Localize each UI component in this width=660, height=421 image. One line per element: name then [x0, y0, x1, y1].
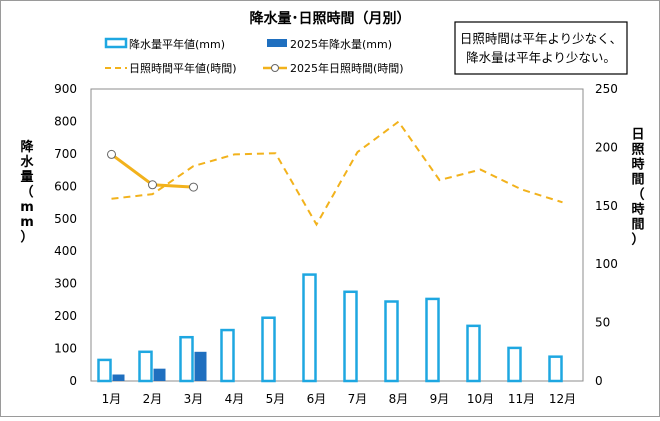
y-tick-label-left: 900 — [54, 82, 77, 96]
y-tick-label-left: 200 — [54, 309, 77, 323]
bar-precip-normal — [466, 324, 481, 383]
plot-border — [90, 88, 584, 382]
y-tick-label-left: 800 — [54, 114, 77, 128]
bar-precip-normal — [302, 273, 317, 383]
x-tick-label: 2月 — [143, 392, 163, 406]
marker-sun-2025 — [148, 180, 157, 190]
y-tick-label-right: 100 — [595, 257, 618, 271]
y-tick-label-right: 200 — [595, 140, 618, 154]
y-tick-label-right: 150 — [595, 199, 618, 213]
y-tick-label-left: 600 — [54, 179, 77, 193]
y-tick-label-left: 300 — [54, 277, 77, 291]
bar-precip-2025 — [153, 368, 166, 381]
legend-label-precip-2025: 2025年降水量(mm) — [290, 37, 392, 51]
bar-precip-normal — [97, 358, 112, 383]
legend-label-sun-normal: 日照時間平年値(時間) — [129, 61, 237, 75]
y-tick-label-left: 100 — [54, 342, 77, 356]
line-sun-normal — [111, 120, 563, 227]
x-tick-label: 7月 — [348, 392, 368, 406]
marker-sun-2025 — [189, 182, 198, 192]
legend-swatch-precip-normal — [104, 37, 128, 49]
x-tick-label: 6月 — [307, 392, 327, 406]
x-tick-label: 8月 — [389, 392, 409, 406]
plot-area: 0 100 200 300 400 500 600 700 800 900 0 50 100 150 200… — [54, 82, 618, 406]
bar-precip-normal — [425, 297, 440, 383]
x-tick-label: 3月 — [184, 392, 204, 406]
y-axis-title-right: 日照時間（時間） — [631, 128, 644, 248]
y-tick-label-right: 0 — [595, 374, 603, 388]
annotation-line-2: 降水量は平年より少ない。 — [466, 50, 616, 65]
bar-precip-normal — [220, 328, 235, 383]
bar-precip-2025 — [194, 351, 207, 381]
legend-marker-sun-2025 — [271, 64, 279, 72]
y-tick-label-right: 250 — [595, 82, 618, 96]
x-tick-label: 12月 — [549, 392, 576, 406]
annotation-line-1: 日照時間は平年より少なく、 — [460, 31, 622, 46]
legend: 降水量平年値(mm) 2025年降水量(mm) 日照時間平年値(時間) 2025… — [104, 37, 404, 75]
y-axis-title-left: 降水量（ m m） — [20, 139, 34, 245]
y-tick-label-left: 700 — [54, 147, 77, 161]
bar-precip-2025 — [112, 374, 125, 381]
bar-precip-normal — [548, 355, 563, 383]
x-tick-label: 10月 — [467, 392, 494, 406]
y-tick-label-left: 0 — [69, 374, 77, 388]
x-tick-label: 11月 — [508, 392, 535, 406]
bar-precip-normal — [343, 290, 358, 383]
bar-precip-normal — [261, 316, 276, 383]
legend-swatch-precip-2025 — [267, 39, 287, 47]
legend-label-sun-2025: 2025年日照時間(時間) — [290, 61, 404, 75]
marker-sun-2025 — [107, 149, 116, 159]
bar-precip-normal — [507, 346, 522, 383]
chart-title: 降水量･日照時間（月別） — [250, 10, 411, 27]
x-tick-label: 5月 — [266, 392, 286, 406]
x-tick-label: 9月 — [430, 392, 450, 406]
x-tick-label: 4月 — [225, 392, 245, 406]
bar-precip-normal — [179, 335, 194, 383]
y-tick-label-left: 500 — [54, 212, 77, 226]
legend-label-precip-normal: 降水量平年値(mm) — [129, 37, 225, 51]
annotation-box: 日照時間は平年より少なく、 降水量は平年より少ない。 — [454, 21, 628, 75]
bar-precip-normal — [138, 350, 153, 383]
bar-precip-normal — [384, 300, 399, 383]
y-tick-label-left: 400 — [54, 244, 77, 258]
x-tick-label: 1月 — [102, 392, 122, 406]
y-tick-label-right: 50 — [595, 316, 610, 330]
